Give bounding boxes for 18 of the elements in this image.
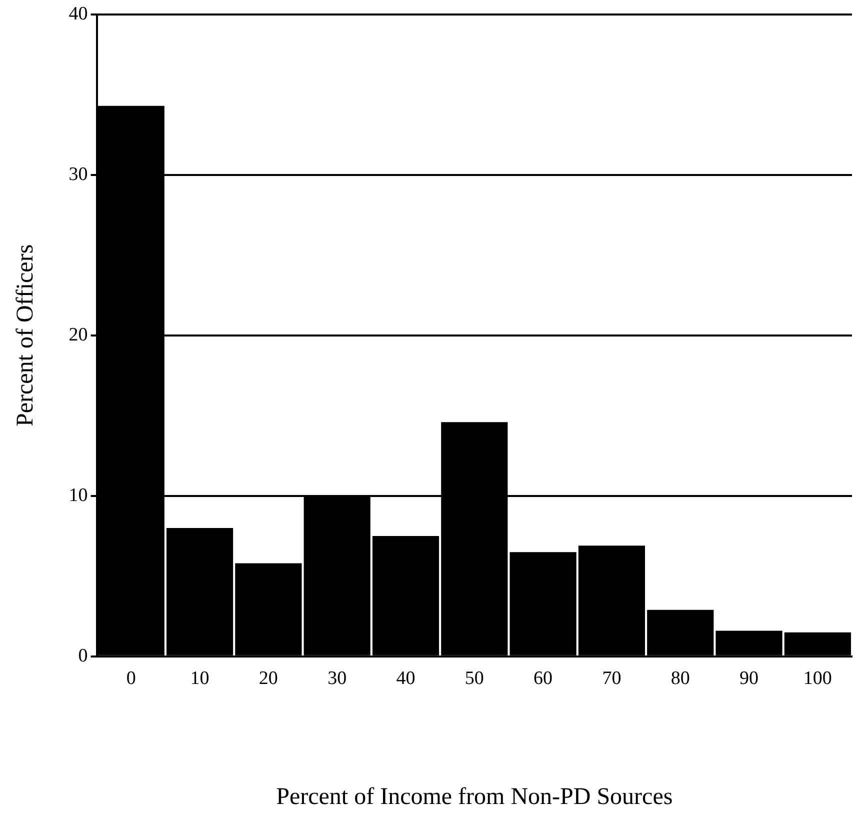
x-axis-title: Percent of Income from Non-PD Sources (276, 784, 673, 810)
y-tick-label: 20 (68, 324, 88, 346)
y-tick-label: 0 (78, 645, 88, 666)
x-tick-label: 0 (126, 668, 136, 689)
x-tick-label: 40 (396, 668, 416, 689)
x-tick-label: 90 (740, 668, 759, 689)
x-tick-label: 10 (190, 668, 210, 689)
x-tick-label: 30 (328, 668, 347, 689)
x-tick-label: 20 (258, 668, 278, 689)
x-tick-label: 50 (464, 668, 484, 689)
y-tick-label: 40 (68, 3, 88, 24)
y-tick-label: 30 (68, 164, 88, 185)
x-tick-label: 80 (670, 668, 690, 689)
x-tick-label: 100 (803, 668, 832, 689)
y-tick-label: 10 (68, 484, 88, 506)
x-tick-label: 70 (602, 668, 622, 689)
x-tick-label: 60 (534, 668, 553, 689)
y-axis-title: Percent of Officers (12, 244, 39, 426)
